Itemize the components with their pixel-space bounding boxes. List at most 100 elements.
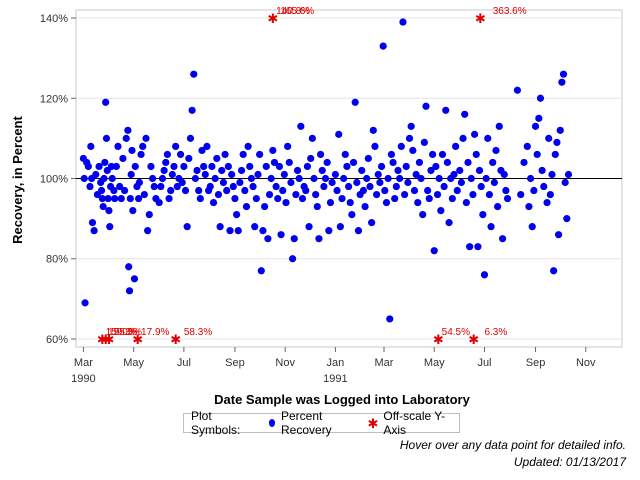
recovery-point [419, 211, 427, 219]
recovery-point [145, 211, 153, 219]
recovery-point [236, 178, 244, 187]
recovery-point [438, 150, 447, 159]
recovery-point [287, 178, 295, 187]
recovery-point [95, 162, 103, 171]
recovery-point [448, 194, 456, 203]
offscale-label: 9.0% [114, 327, 137, 338]
recovery-point [349, 158, 358, 167]
recovery-point [368, 219, 376, 227]
recovery-point [466, 243, 474, 251]
recovery-point [341, 150, 349, 159]
recovery-point [558, 78, 566, 86]
recovery-point [275, 162, 284, 171]
recovery-point [158, 174, 167, 183]
recovery-point [474, 243, 482, 251]
recovery-point [382, 198, 391, 207]
offscale-label: 6.3% [484, 327, 507, 338]
recovery-point [533, 150, 541, 159]
recovery-point [313, 202, 321, 211]
recovery-point [379, 42, 387, 50]
recovery-point [168, 170, 176, 179]
x-tick-month-label: Mar [375, 357, 394, 369]
recovery-point [290, 235, 298, 243]
recovery-point [376, 178, 384, 187]
recovery-point [190, 70, 198, 78]
recovery-point [523, 142, 531, 151]
recovery-point [185, 154, 193, 163]
recovery-point [440, 182, 448, 191]
recovery-point [525, 202, 533, 211]
recovery-point [530, 186, 538, 195]
recovery-points [79, 18, 573, 323]
recovery-point [224, 162, 232, 171]
recovery-point [257, 267, 265, 275]
recovery-point [490, 178, 498, 187]
legend-item-percent-recovery: Percent Recovery [268, 409, 358, 437]
recovery-point [489, 158, 497, 167]
recovery-point [540, 182, 548, 191]
recovery-point [450, 170, 458, 179]
recovery-point [425, 194, 433, 203]
recovery-point [100, 174, 108, 183]
recovery-point [424, 186, 432, 195]
recovery-point [226, 227, 234, 235]
recovery-point [200, 162, 208, 171]
recovery-point [545, 134, 553, 142]
recovery-point [469, 190, 477, 199]
recovery-point [84, 162, 92, 171]
recovery-point [244, 142, 252, 151]
recovery-point [315, 235, 323, 243]
recovery-point [284, 142, 292, 151]
recovery-point [80, 174, 88, 183]
x-tick-month-label: Sep [526, 357, 546, 369]
x-tick-month-label: May [123, 357, 144, 369]
recovery-point [399, 18, 407, 26]
recovery-point [295, 174, 303, 183]
recovery-point [310, 174, 318, 183]
recovery-point [366, 182, 374, 191]
recovery-point [546, 190, 554, 199]
recovery-point [285, 158, 293, 167]
recovery-point [252, 194, 260, 203]
recovery-point [246, 162, 254, 171]
recovery-point [126, 194, 134, 203]
recovery-point [106, 223, 114, 231]
recovery-point [430, 247, 438, 255]
recovery-point [422, 102, 430, 110]
recovery-point [305, 223, 313, 231]
x-axis: Mar 1990 May Jul Sep Nov Jan 1991 Mar May Jul Sep No… [71, 347, 596, 385]
recovery-point [386, 315, 394, 323]
recovery-point [231, 194, 239, 203]
recovery-point [333, 186, 341, 195]
recovery-point [554, 231, 563, 239]
recovery-point [354, 227, 363, 235]
recovery-point [387, 150, 396, 159]
offscale-marker: ✱ [170, 333, 181, 348]
recovery-point [259, 227, 267, 235]
recovery-point [302, 186, 310, 195]
recovery-point [564, 170, 573, 179]
recovery-point [239, 150, 247, 159]
recovery-point [405, 134, 414, 142]
offscale-marker: ✱ [267, 12, 278, 27]
legend-title: Plot Symbols: [191, 409, 241, 437]
recovery-point [437, 206, 445, 215]
recovery-point [459, 134, 467, 142]
legend-label-offscale: Off-scale Y-Axis [383, 409, 446, 437]
recovery-point [336, 223, 344, 231]
recovery-point [223, 186, 231, 195]
recovery-point [364, 154, 372, 163]
recovery-point [400, 190, 409, 199]
recovery-point [318, 166, 326, 175]
recovery-point [432, 162, 440, 171]
recovery-point [494, 202, 502, 211]
recovery-point [452, 142, 460, 151]
recovery-point [88, 219, 97, 227]
recovery-point [86, 182, 94, 191]
offscale-label: 165.6% [280, 6, 314, 17]
recovery-point [538, 166, 546, 175]
recovery-point [326, 198, 335, 207]
recovery-point [282, 198, 290, 207]
recovery-point [553, 138, 561, 146]
x-tick-month-label: Sep [225, 357, 245, 369]
